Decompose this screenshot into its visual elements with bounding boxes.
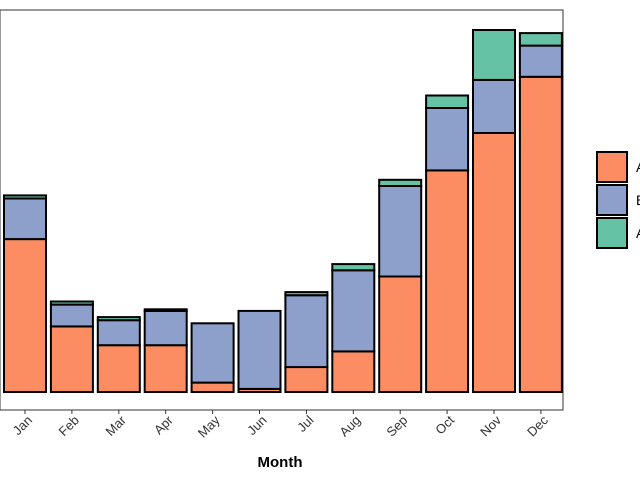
bar-segment-jul-s1 — [284, 366, 329, 393]
bar-segment-jan-s3 — [3, 194, 47, 200]
bar-segment-nov-s3 — [472, 29, 516, 81]
bar-segment-nov-s1 — [472, 132, 516, 393]
bar-segment-mar-s3 — [96, 316, 141, 322]
legend: A B A — [596, 151, 640, 249]
bar-segment-dec-s3 — [518, 32, 563, 47]
bar-segment-jul-s2 — [284, 294, 329, 369]
x-tick-label: Mar — [102, 412, 129, 439]
bar-segment-sep-s1 — [378, 275, 423, 393]
bar-segment-jul-s3 — [284, 291, 329, 297]
bar-segment-feb-s3 — [49, 300, 94, 306]
bar-segment-jan-s2 — [3, 197, 47, 241]
bar-segment-nov-s2 — [472, 78, 516, 134]
bar-segment-feb-s2 — [49, 303, 94, 328]
x-tick-label: Apr — [151, 412, 176, 437]
bar-segment-dec-s2 — [518, 44, 563, 78]
bar-segment-aug-s2 — [331, 269, 376, 353]
bar-segment-mar-s1 — [96, 344, 141, 394]
bar-segment-jan-s1 — [3, 238, 47, 393]
bar-segment-may-s1 — [190, 381, 235, 394]
bar-segment-may-s2 — [190, 322, 235, 384]
bar-segment-sep-s3 — [378, 178, 423, 188]
x-tick-label: Aug — [336, 413, 363, 440]
legend-label-1: A — [636, 159, 640, 175]
x-tick-label: May — [195, 412, 223, 440]
legend-label-3: A — [636, 225, 640, 241]
legend-key-1 — [596, 151, 628, 183]
x-tick-label: Jan — [10, 413, 35, 438]
bar-segment-oct-s3 — [425, 94, 470, 109]
legend-key-3 — [596, 217, 628, 249]
bar-segment-dec-s1 — [518, 75, 563, 394]
bar-segment-oct-s2 — [425, 107, 470, 172]
x-tick-label: Jul — [294, 412, 316, 434]
bar-segment-oct-s1 — [425, 169, 470, 393]
legend-label-2: B — [636, 192, 640, 208]
bars-layer — [3, 29, 563, 394]
x-tick-label: Dec — [524, 412, 551, 439]
x-tick-label: Jun — [244, 413, 269, 438]
bar-segment-aug-s1 — [331, 350, 376, 393]
legend-key-2 — [596, 184, 628, 216]
bar-segment-apr-s2 — [143, 309, 188, 347]
x-axis-title: Month — [258, 454, 303, 471]
bar-segment-apr-s1 — [143, 344, 188, 394]
bar-segment-sep-s2 — [378, 185, 423, 278]
bar-segment-aug-s3 — [331, 263, 376, 272]
bar-segment-feb-s1 — [49, 325, 94, 393]
bar-segment-apr-s3 — [143, 308, 188, 312]
x-tick-label: Sep — [383, 413, 410, 440]
x-axis-ticks: Jan Feb Mar Apr May Jun Jul Aug Sep Oct Nov Dec — [10, 410, 551, 440]
x-tick-label: Oct — [432, 412, 457, 437]
x-tick-label: Feb — [56, 413, 82, 439]
bar-segment-mar-s2 — [96, 319, 141, 347]
x-tick-label: Nov — [477, 412, 504, 439]
bar-segment-jun-s2 — [237, 309, 282, 390]
